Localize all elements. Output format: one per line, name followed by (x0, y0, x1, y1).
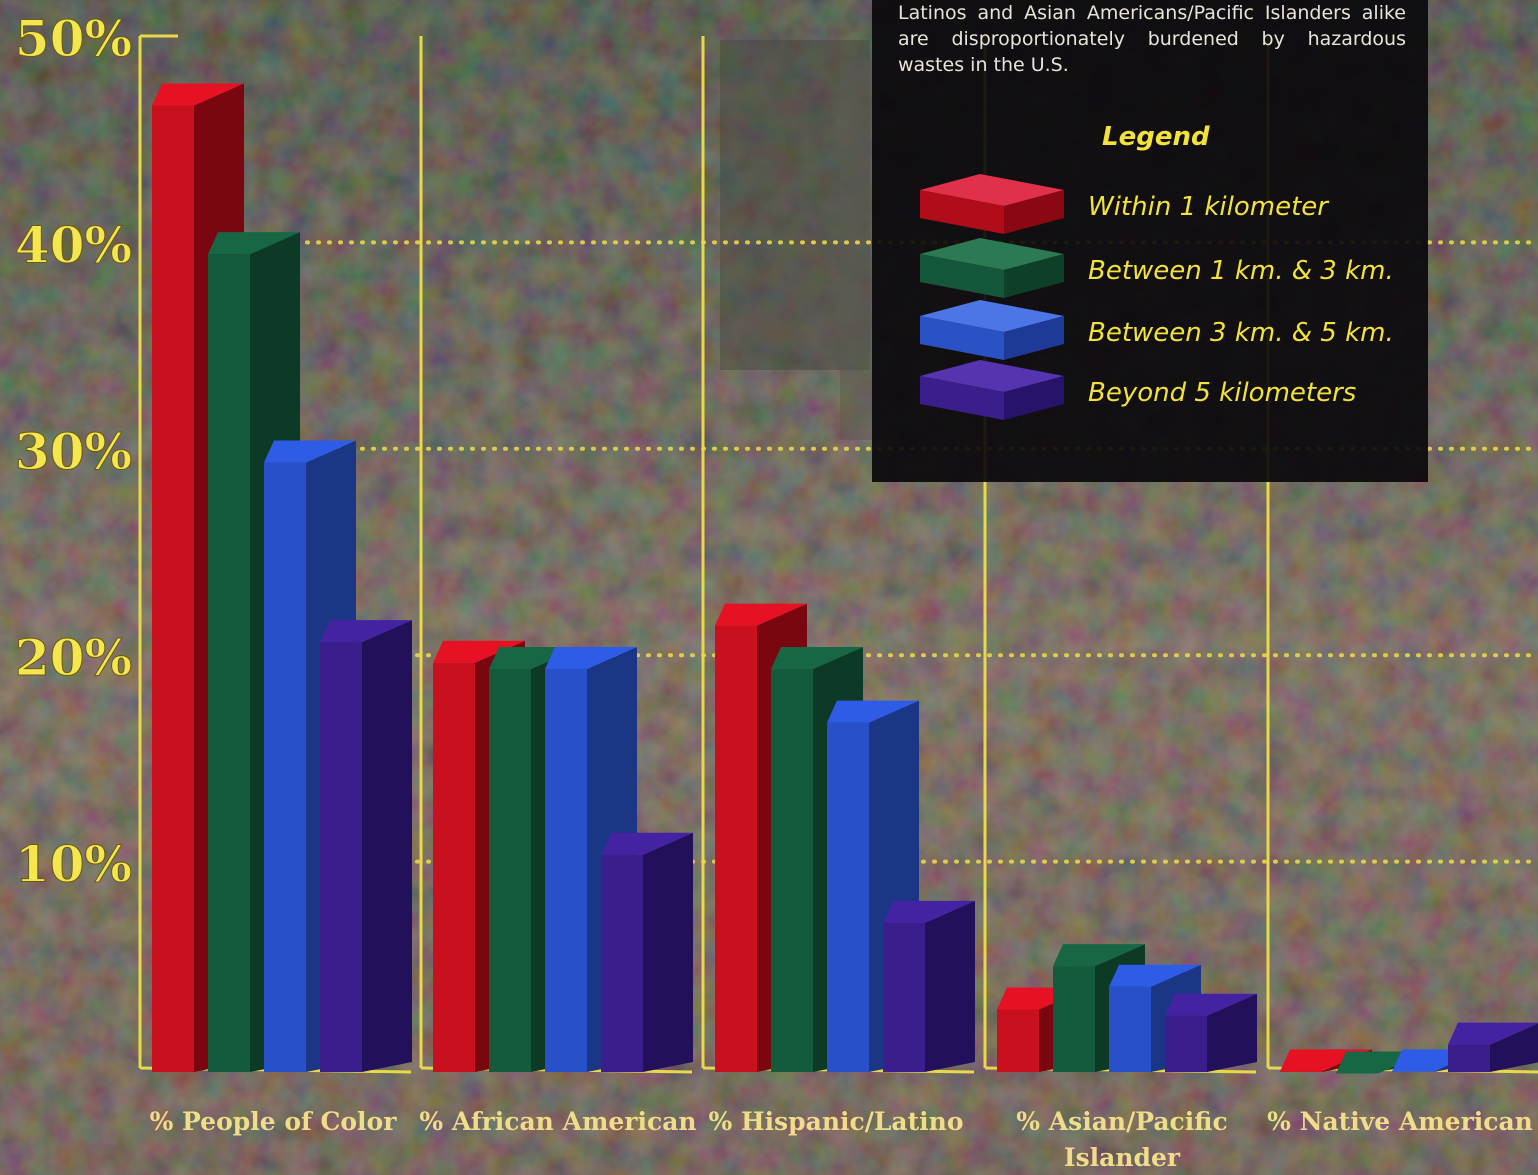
legend-item-beyond-5km: Beyond 5 kilometers (912, 358, 1412, 428)
legend-label: Between 3 km. & 5 km. (1088, 318, 1394, 348)
y-tick-label: 10% (15, 835, 132, 894)
caption-text: Latinos and Asian Americans/Pacific Isla… (898, 2, 1406, 76)
bar (883, 900, 975, 1072)
bar (320, 620, 412, 1072)
legend-label: Within 1 kilometer (1088, 192, 1328, 222)
legend-title: Legend (1102, 122, 1210, 152)
category-label: Islander (1064, 1143, 1181, 1172)
legend-item-1-3km: Between 1 km. & 3 km. (912, 236, 1412, 306)
legend-swatch-purple (920, 360, 1064, 420)
y-tick-label: 50% (15, 9, 132, 68)
legend-swatch-green (920, 238, 1064, 298)
legend-panel: Latinos and Asian Americans/Pacific Isla… (872, 0, 1428, 482)
bar (1165, 993, 1257, 1072)
bar (601, 832, 693, 1072)
category-label: % Asian/Pacific (1016, 1107, 1227, 1136)
category-label: % African American (419, 1107, 696, 1136)
y-tick-label: 20% (15, 628, 132, 687)
category-label: % Native American (1267, 1107, 1533, 1136)
category-label: % People of Color (150, 1107, 398, 1136)
legend-label: Between 1 km. & 3 km. (1088, 256, 1394, 286)
bar (1448, 1022, 1538, 1072)
legend-item-3-5km: Between 3 km. & 5 km. (912, 298, 1412, 368)
legend-item-within-1km: Within 1 kilometer (912, 172, 1412, 242)
bar (827, 700, 919, 1072)
y-tick-label: 30% (15, 422, 132, 481)
bar (1109, 964, 1201, 1072)
y-tick-label: 40% (15, 215, 132, 274)
legend-label: Beyond 5 kilometers (1088, 378, 1357, 408)
category-label: % Hispanic/Latino (708, 1107, 963, 1136)
legend-swatch-blue (920, 300, 1064, 360)
legend-swatch-red (920, 174, 1064, 234)
